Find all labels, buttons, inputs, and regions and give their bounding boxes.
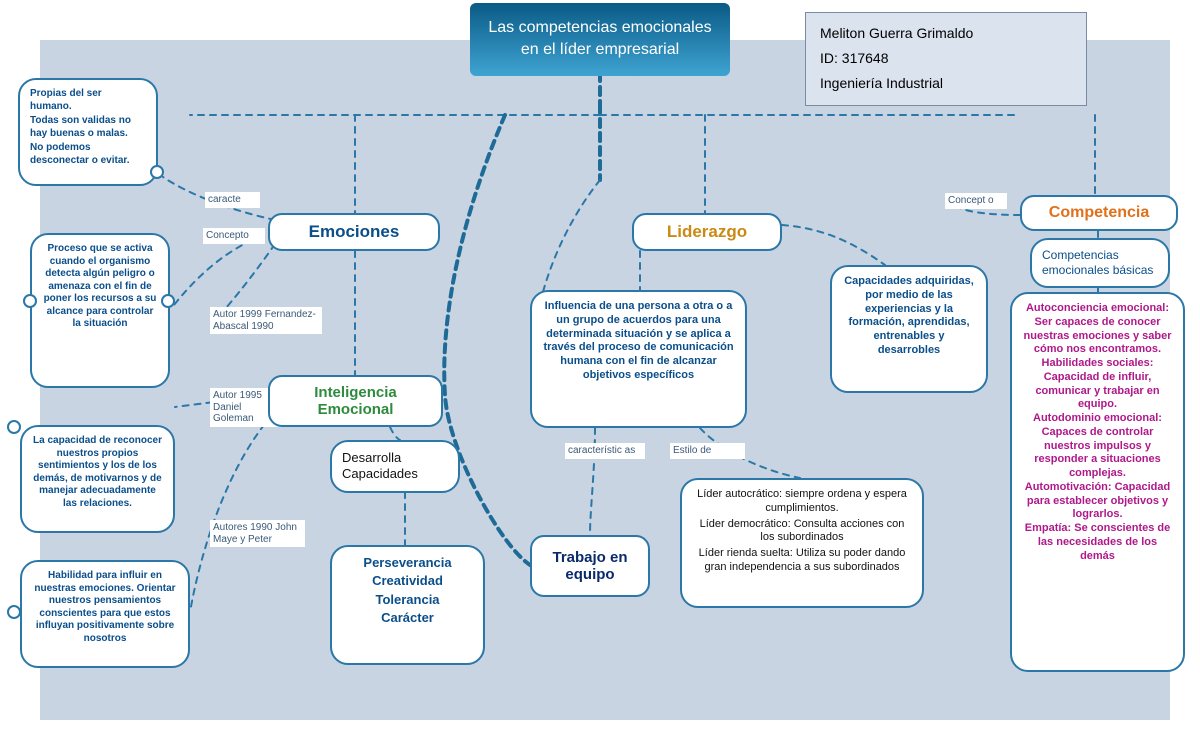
- bubble-b11: Competencias emocionales básicas: [1030, 238, 1170, 288]
- edge-label: característic as: [565, 443, 645, 459]
- bubble-b6: Capacidades adquiridas, por medio de las…: [830, 265, 988, 393]
- edge-label: Concepto: [203, 228, 265, 244]
- bubble-b1: Propias del ser humano.Todas son validas…: [18, 78, 158, 186]
- bubble-b2: Proceso que se activa cuando el organism…: [30, 233, 170, 388]
- edge-label: Autor 1999 Fernandez-Abascal 1990: [210, 307, 322, 334]
- bubble-b8: Autoconciencia emocional: Ser capaces de…: [1010, 292, 1185, 672]
- concept-liderazgo: Liderazgo: [632, 213, 782, 251]
- concept-ie: Inteligencia Emocional: [268, 375, 443, 427]
- concept-emociones: Emociones: [268, 213, 440, 251]
- edge-label: caracte: [205, 192, 260, 208]
- bubble-b3: La capacidad de reconocer nuestros propi…: [20, 425, 175, 533]
- connector-dot: [7, 605, 21, 619]
- title-box: Las competencias emocionales en el líder…: [470, 3, 730, 76]
- concept-competencia: Competencia: [1020, 195, 1178, 231]
- connector-dot: [7, 420, 21, 434]
- bubble-b9: PerseveranciaCreatividadToleranciaCaráct…: [330, 545, 485, 665]
- edge-label: Estilo de: [670, 443, 745, 459]
- edge-label: Concept o: [945, 193, 1007, 209]
- bubble-b10: Desarrolla Capacidades: [330, 440, 460, 493]
- connector-dot: [23, 294, 37, 308]
- connector-dot: [150, 165, 164, 179]
- author-info: Meliton Guerra GrimaldoID: 317648Ingenie…: [805, 12, 1087, 106]
- bubble-b4: Habilidad para influir en nuestras emoci…: [20, 560, 190, 668]
- info-line: Ingeniería Industrial: [820, 71, 1072, 96]
- bubble-b5: Influencia de una persona a otra o a un …: [530, 290, 747, 428]
- diagram-stage: Las competencias emocionales en el líder…: [0, 0, 1200, 729]
- info-line: ID: 317648: [820, 46, 1072, 71]
- connector-dot: [161, 294, 175, 308]
- edge-label: Autores 1990 John Maye y Peter: [210, 520, 305, 547]
- bubble-b7: Líder autocrático: siempre ordena y espe…: [680, 478, 924, 608]
- info-line: Meliton Guerra Grimaldo: [820, 21, 1072, 46]
- concept-trabajo: Trabajo en equipo: [530, 535, 650, 597]
